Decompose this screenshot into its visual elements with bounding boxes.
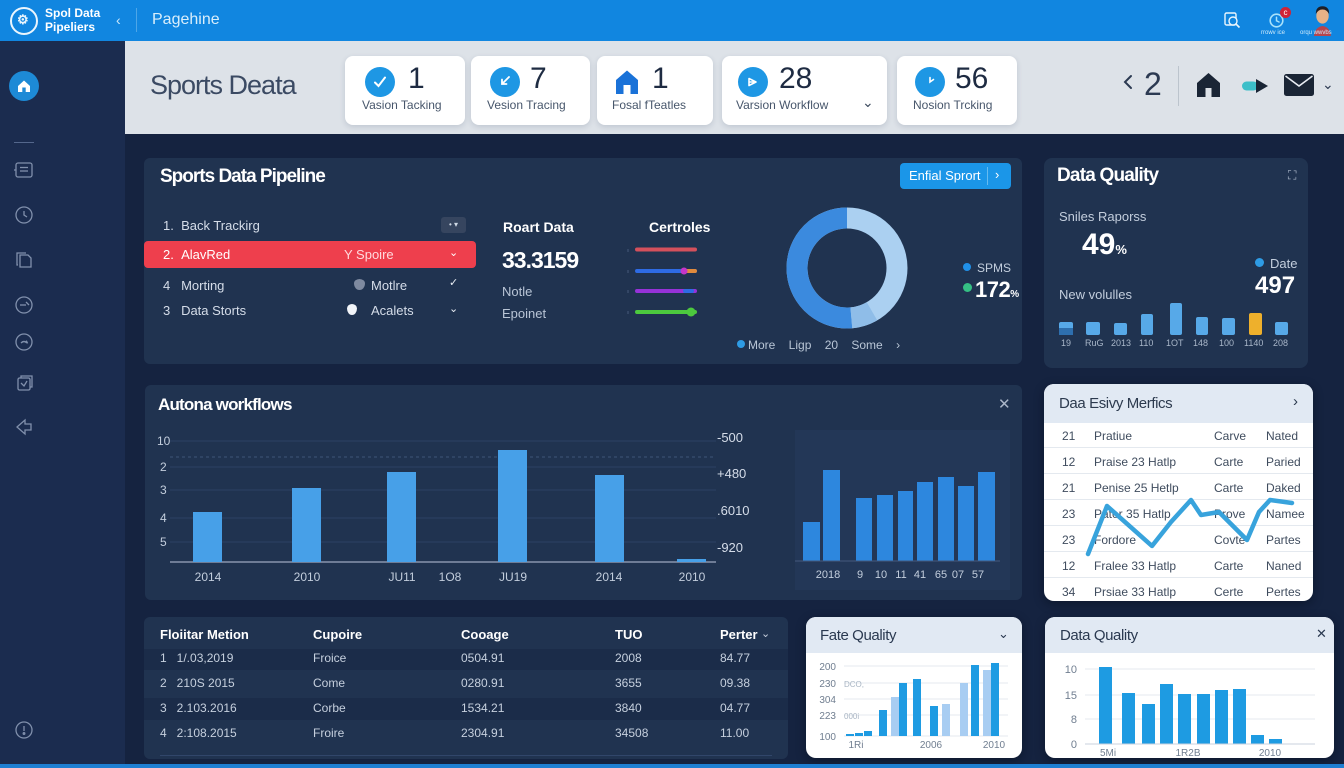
svg-text:-500: -500 — [717, 430, 743, 445]
svg-text:304: 304 — [819, 695, 836, 706]
svg-text:3: 3 — [160, 483, 167, 497]
svg-text:230: 230 — [819, 679, 836, 690]
svg-text:DCO,: DCO, — [844, 680, 864, 689]
svg-text:2010: 2010 — [983, 740, 1006, 751]
svg-text:JU11: JU11 — [388, 570, 415, 584]
svg-text:+480: +480 — [717, 466, 746, 481]
svg-text:10: 10 — [875, 569, 887, 581]
svg-text:100: 100 — [819, 732, 836, 743]
svg-text:1O8: 1O8 — [439, 570, 462, 584]
svg-text:15: 15 — [1065, 690, 1077, 702]
svg-text:10: 10 — [157, 434, 171, 448]
svg-text:1R2B: 1R2B — [1175, 748, 1200, 758]
svg-text:8: 8 — [1071, 714, 1077, 726]
svg-text:223: 223 — [819, 711, 836, 722]
svg-text:0: 0 — [1071, 739, 1077, 751]
svg-text:2010: 2010 — [679, 570, 706, 584]
svg-text:000i: 000i — [844, 712, 859, 721]
svg-text:JU19: JU19 — [499, 570, 527, 584]
svg-text:2010: 2010 — [1259, 748, 1282, 758]
svg-text:-920: -920 — [717, 540, 743, 555]
svg-text:41: 41 — [914, 569, 926, 581]
svg-text:2006: 2006 — [920, 740, 943, 751]
svg-text:200: 200 — [819, 662, 836, 673]
svg-text:11: 11 — [895, 569, 906, 581]
svg-text:57: 57 — [972, 569, 984, 581]
svg-text:2014: 2014 — [596, 570, 623, 584]
svg-text:1Ri: 1Ri — [848, 740, 863, 751]
svg-text:5Mi: 5Mi — [1100, 748, 1116, 758]
svg-text:65: 65 — [935, 569, 947, 581]
svg-text:2014: 2014 — [195, 570, 222, 584]
svg-text:4: 4 — [160, 511, 167, 525]
svg-text:2010: 2010 — [294, 570, 321, 584]
svg-text:5: 5 — [160, 535, 167, 549]
svg-text:10: 10 — [1065, 664, 1077, 676]
svg-text:2018: 2018 — [816, 569, 840, 581]
svg-text:9: 9 — [857, 569, 863, 581]
svg-text:.6010: .6010 — [717, 503, 750, 518]
svg-text:07: 07 — [952, 569, 964, 581]
svg-text:2: 2 — [160, 460, 167, 474]
